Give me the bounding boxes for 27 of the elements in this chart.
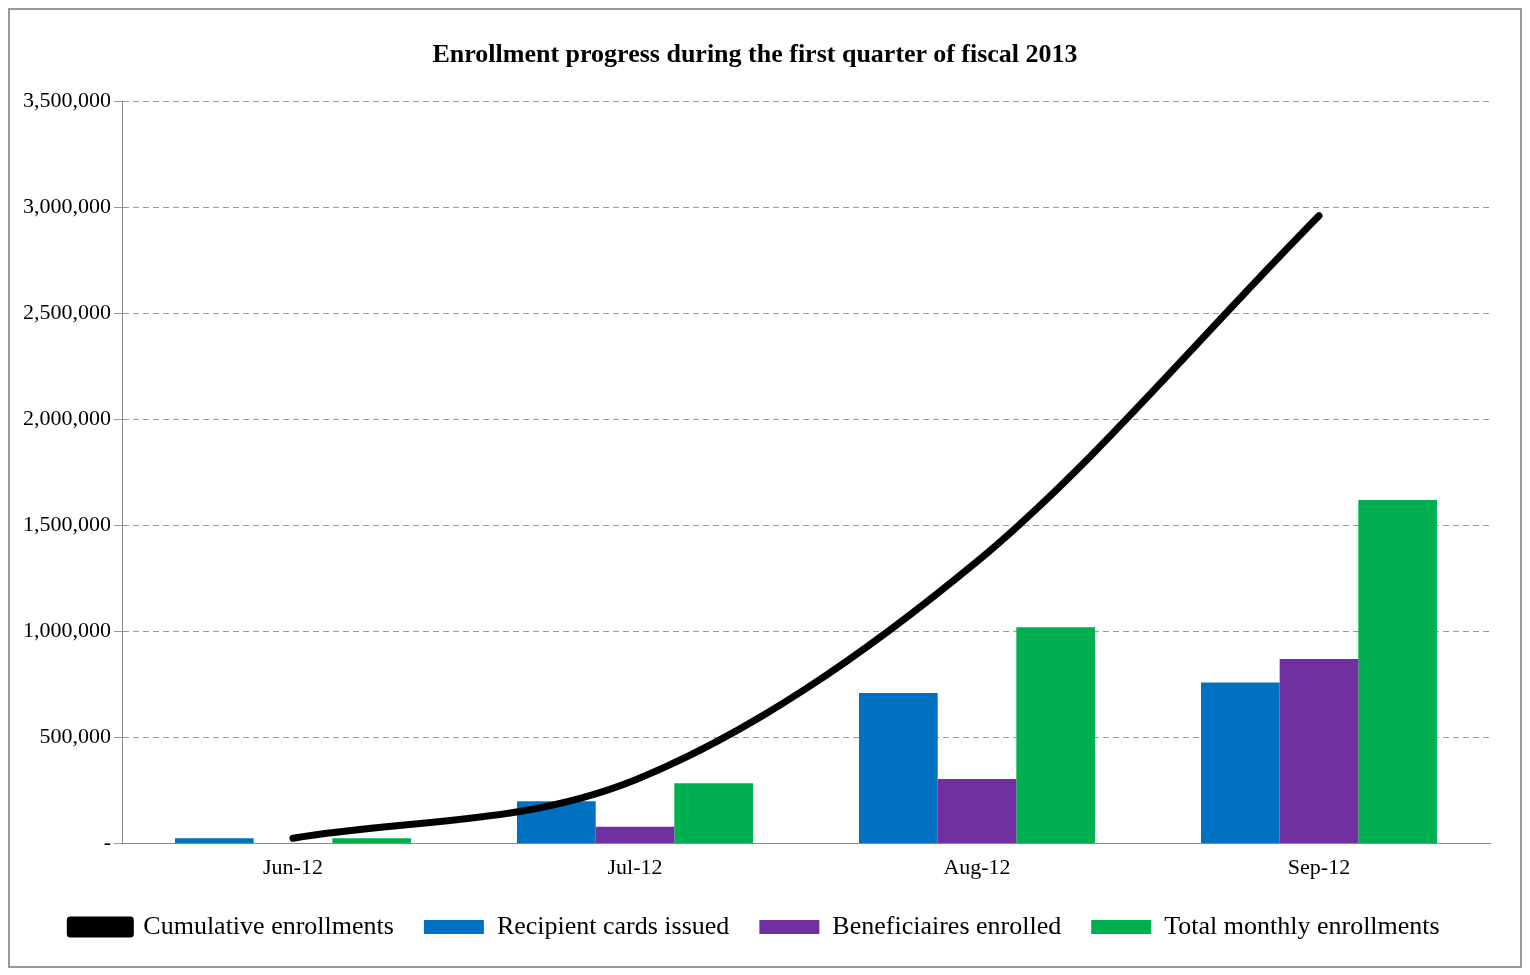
legend-label: Cumulative enrollments xyxy=(143,910,394,940)
y-tick-label: 500,000 xyxy=(39,723,111,749)
bar xyxy=(1279,659,1359,844)
legend-label: Recipient cards issued xyxy=(496,910,730,940)
x-tick-label: Aug-12 xyxy=(943,853,1011,879)
bar xyxy=(175,838,254,844)
bar xyxy=(859,693,938,844)
bar xyxy=(1201,682,1280,844)
y-tick-label: 3,500,000 xyxy=(23,86,111,112)
bar xyxy=(937,778,1017,844)
bar xyxy=(674,783,753,844)
bar xyxy=(1016,627,1095,844)
x-tick-label: Jun-12 xyxy=(263,853,323,879)
legend-label: Total monthly enrollments xyxy=(1164,910,1440,940)
bar xyxy=(1358,499,1437,844)
legend-label: Beneficiaires enrolled xyxy=(832,910,1062,940)
y-tick-label: 1,500,000 xyxy=(23,511,111,537)
y-tick-label: 3,000,000 xyxy=(23,193,111,219)
chart-title: Enrollment progress during the first quarter of fiscal 2013 xyxy=(432,39,1078,69)
y-tick-label: 2,500,000 xyxy=(23,299,111,325)
bar xyxy=(332,838,411,844)
y-tick-label: 2,000,000 xyxy=(23,405,111,431)
x-tick-label: Jul-12 xyxy=(607,853,663,879)
bar xyxy=(595,826,675,844)
x-tick-label: Sep-12 xyxy=(1287,853,1351,879)
y-tick-label: - xyxy=(103,829,111,855)
y-tick-label: 1,000,000 xyxy=(23,617,111,643)
